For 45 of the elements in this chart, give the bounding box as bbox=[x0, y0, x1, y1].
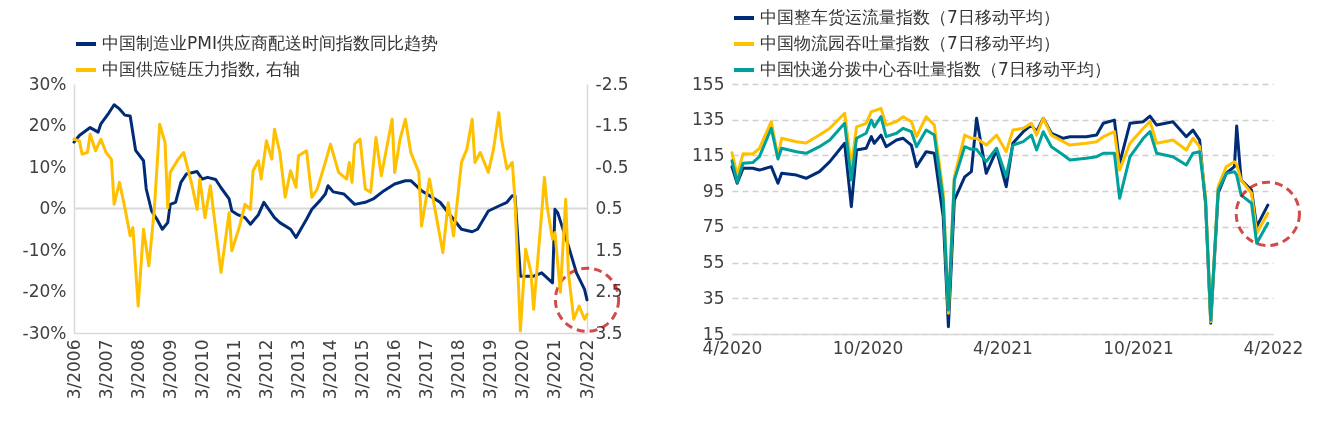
y-tick-label: 115 bbox=[692, 144, 725, 165]
y-tick-label: 30% bbox=[28, 73, 67, 94]
y-tick-label: 35 bbox=[702, 287, 725, 308]
y-tick-label: -10% bbox=[22, 239, 67, 260]
legend-label: 中国整车货运流量指数（7日移动平均） bbox=[760, 7, 1060, 27]
x-tick-label: 10/2021 bbox=[1103, 337, 1174, 358]
y-tick-label: 0% bbox=[39, 198, 67, 218]
y-tick-label: 20% bbox=[28, 115, 67, 135]
x-tick-label: 3/2015 bbox=[352, 339, 373, 400]
y-tick-label: 75 bbox=[702, 216, 725, 237]
x-tick-label: 3/2007 bbox=[95, 339, 116, 400]
legend-label: 中国物流园吞吐量指数（7日移动平均） bbox=[760, 33, 1060, 53]
y2-tick-label: 3.5 bbox=[595, 322, 623, 343]
x-tick-label: 3/2014 bbox=[320, 339, 340, 400]
x-tick-label: 3/2017 bbox=[416, 339, 437, 400]
y-tick-label: 135 bbox=[692, 109, 725, 130]
x-tick-label: 3/2008 bbox=[127, 339, 148, 400]
x-tick-label: 3/2009 bbox=[159, 339, 180, 400]
x-tick-label: 3/2016 bbox=[384, 339, 405, 400]
y2-tick-label: -1.5 bbox=[595, 115, 629, 135]
legend-label: 中国制造业PMI供应商配送时间指数同比趋势 bbox=[102, 33, 438, 53]
x-tick-label: 3/2011 bbox=[223, 339, 244, 400]
y-tick-label: 10% bbox=[28, 156, 67, 177]
x-tick-label: 3/2013 bbox=[287, 339, 308, 400]
x-tick-label: 3/2020 bbox=[512, 339, 533, 400]
legend-label: 中国供应链压力指数, 右轴 bbox=[102, 59, 300, 79]
x-tick-label: 4/2022 bbox=[1243, 337, 1304, 358]
x-tick-label: 4/2021 bbox=[973, 337, 1033, 358]
x-tick-label: 3/2022 bbox=[576, 339, 597, 400]
x-tick-label: 3/2019 bbox=[480, 339, 501, 400]
x-tick-label: 10/2020 bbox=[832, 337, 904, 358]
x-tick-label: 3/2021 bbox=[544, 339, 565, 400]
x-tick-label: 3/2010 bbox=[191, 339, 212, 400]
y2-tick-label: -0.5 bbox=[595, 156, 629, 177]
y2-tick-label: -2.5 bbox=[595, 73, 629, 94]
x-tick-label: 3/2012 bbox=[255, 339, 276, 400]
y-tick-label: -20% bbox=[22, 281, 67, 301]
y-tick-label: 55 bbox=[702, 252, 725, 273]
y2-tick-label: 0.5 bbox=[595, 198, 623, 218]
legend-label: 中国快递分拨中心吞吐量指数（7日移动平均） bbox=[760, 59, 1111, 79]
y2-tick-label: 2.5 bbox=[595, 281, 623, 301]
y-tick-label: 155 bbox=[692, 73, 725, 94]
y-tick-label: 95 bbox=[702, 180, 725, 201]
x-tick-label: 3/2018 bbox=[448, 339, 469, 400]
y2-tick-label: 1.5 bbox=[595, 239, 623, 260]
